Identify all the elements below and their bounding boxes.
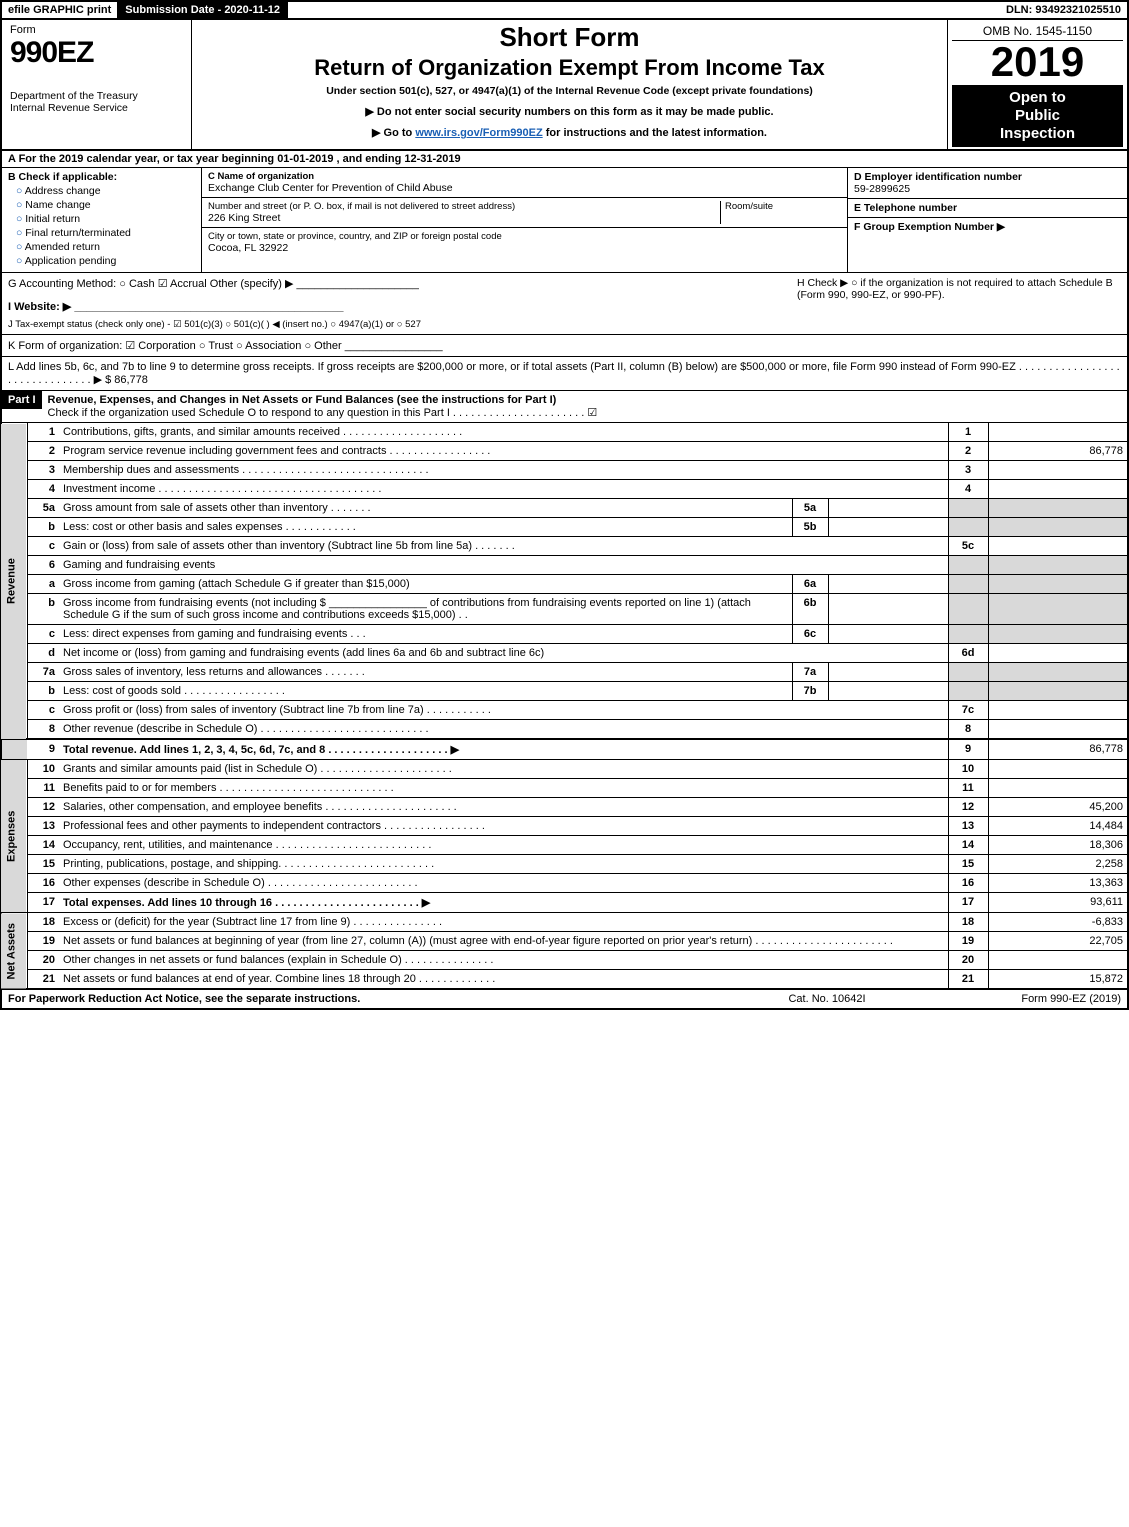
page-footer: For Paperwork Reduction Act Notice, see … [0,990,1129,1010]
row-7c: cGross profit or (loss) from sales of in… [1,701,1128,720]
addr-row: Number and street (or P. O. box, if mail… [202,198,847,228]
row-12: 12Salaries, other compensation, and empl… [1,798,1128,817]
city-value: Cocoa, FL 32922 [208,242,841,254]
b-label: B Check if applicable: [8,171,195,183]
line-i: I Website: ▶ ___________________________… [8,300,791,313]
row-6b: bGross income from fundraising events (n… [1,594,1128,625]
f-label: F Group Exemption Number ▶ [854,221,1121,233]
row-18: Net Assets 18Excess or (deficit) for the… [1,913,1128,932]
d-label: D Employer identification number [854,171,1121,183]
room-label: Room/suite [725,201,841,212]
dept-treasury: Department of the Treasury [10,90,183,102]
footer-notice: For Paperwork Reduction Act Notice, see … [2,990,727,1008]
row-7b: bLess: cost of goods sold . . . . . . . … [1,682,1128,701]
line-h: H Check ▶ ○ if the organization is not r… [791,277,1121,301]
side-revenue: Revenue [1,423,27,739]
row-5c: cGain or (loss) from sale of assets othe… [1,537,1128,556]
c-value: Exchange Club Center for Prevention of C… [208,182,841,194]
row-1: Revenue 1 Contributions, gifts, grants, … [1,423,1128,442]
row-21: 21Net assets or fund balances at end of … [1,970,1128,990]
form-header: Form 990EZ Department of the Treasury In… [0,20,1129,151]
entity-block: B Check if applicable: Address change Na… [0,168,1129,273]
row-16: 16Other expenses (describe in Schedule O… [1,874,1128,893]
title-short: Short Form [200,22,939,53]
subline: Under section 501(c), 527, or 4947(a)(1)… [200,85,939,97]
c-name-row: C Name of organization Exchange Club Cen… [202,168,847,198]
f-row: F Group Exemption Number ▶ [848,218,1127,236]
row-4: 4Investment income . . . . . . . . . . .… [1,480,1128,499]
form-number: 990EZ [10,36,183,70]
line-l: L Add lines 5b, 6c, and 7b to line 9 to … [0,357,1129,391]
row-19: 19Net assets or fund balances at beginni… [1,932,1128,951]
form-right-block: OMB No. 1545-1150 2019 Open to Public In… [947,20,1127,149]
block-c: C Name of organization Exchange Club Cen… [202,168,847,272]
chk-app-pending[interactable]: Application pending [16,255,195,267]
line-k: K Form of organization: ☑ Corporation ○ … [0,335,1129,357]
block-def: D Employer identification number 59-2899… [847,168,1127,272]
row-7a: 7aGross sales of inventory, less returns… [1,663,1128,682]
part1-header: Part I Revenue, Expenses, and Changes in… [0,391,1129,423]
block-b: B Check if applicable: Address change Na… [2,168,202,272]
efile-print[interactable]: efile GRAPHIC print [2,2,119,18]
side-expenses: Expenses [1,760,27,913]
city-label: City or town, state or province, country… [208,231,841,242]
side-net-assets: Net Assets [1,913,27,990]
row-17: 17Total expenses. Add lines 10 through 1… [1,893,1128,913]
top-bar: efile GRAPHIC print Submission Date - 20… [0,0,1129,20]
goto-line: ▶ Go to www.irs.gov/Form990EZ for instru… [200,126,939,139]
e-label: E Telephone number [854,202,1121,214]
row-13: 13Professional fees and other payments t… [1,817,1128,836]
row-5b: bLess: cost or other basis and sales exp… [1,518,1128,537]
row-11: 11Benefits paid to or for members . . . … [1,779,1128,798]
row-2: 2Program service revenue including gover… [1,442,1128,461]
form-title-block: Short Form Return of Organization Exempt… [192,20,947,149]
line-j: J Tax-exempt status (check only one) - ☑… [8,319,791,330]
dln: DLN: 93492321025510 [1000,2,1127,18]
row-15: 15Printing, publications, postage, and s… [1,855,1128,874]
row-6: 6Gaming and fundraising events [1,556,1128,575]
part1-tag: Part I [2,391,42,409]
addr-value: 226 King Street [208,212,716,224]
chk-final-return[interactable]: Final return/terminated [16,227,195,239]
chk-amended-return[interactable]: Amended return [16,241,195,253]
row-5a: 5aGross amount from sale of assets other… [1,499,1128,518]
footer-cat: Cat. No. 10642I [727,990,927,1008]
chk-name-change[interactable]: Name change [16,199,195,211]
d-value: 59-2899625 [854,183,1121,195]
addr-label: Number and street (or P. O. box, if mail… [208,201,716,212]
line-g: G Accounting Method: ○ Cash ☑ Accrual Ot… [8,277,791,290]
chk-initial-return[interactable]: Initial return [16,213,195,225]
c-label: C Name of organization [208,171,841,182]
row-9: 9Total revenue. Add lines 1, 2, 3, 4, 5c… [1,739,1128,760]
line-a-tax-year: A For the 2019 calendar year, or tax yea… [0,151,1129,168]
warn-line: ▶ Do not enter social security numbers o… [200,105,939,118]
open-to-public: Open to Public Inspection [952,85,1123,147]
e-row: E Telephone number [848,199,1127,218]
goto-link[interactable]: www.irs.gov/Form990EZ [415,127,542,139]
footer-form: Form 990-EZ (2019) [927,990,1127,1008]
row-6d: dNet income or (loss) from gaming and fu… [1,644,1128,663]
city-row: City or town, state or province, country… [202,228,847,257]
submission-date: Submission Date - 2020-11-12 [119,2,288,18]
part1-sub: Check if the organization used Schedule … [48,407,598,419]
row-6a: aGross income from gaming (attach Schedu… [1,575,1128,594]
part1-title: Revenue, Expenses, and Changes in Net As… [48,394,557,406]
row-8: 8Other revenue (describe in Schedule O) … [1,720,1128,740]
form-word: Form [10,24,183,36]
dept-irs: Internal Revenue Service [10,102,183,114]
chk-address-change[interactable]: Address change [16,185,195,197]
row-6c: cLess: direct expenses from gaming and f… [1,625,1128,644]
form-id-block: Form 990EZ Department of the Treasury In… [2,20,192,149]
row-20: 20Other changes in net assets or fund ba… [1,951,1128,970]
d-row: D Employer identification number 59-2899… [848,168,1127,199]
tax-year: 2019 [952,41,1123,83]
title-main: Return of Organization Exempt From Incom… [200,55,939,81]
gh-block: G Accounting Method: ○ Cash ☑ Accrual Ot… [0,273,1129,335]
row-14: 14Occupancy, rent, utilities, and mainte… [1,836,1128,855]
part1-table: Revenue 1 Contributions, gifts, grants, … [0,423,1129,990]
row-10: Expenses 10Grants and similar amounts pa… [1,760,1128,779]
row-3: 3Membership dues and assessments . . . .… [1,461,1128,480]
